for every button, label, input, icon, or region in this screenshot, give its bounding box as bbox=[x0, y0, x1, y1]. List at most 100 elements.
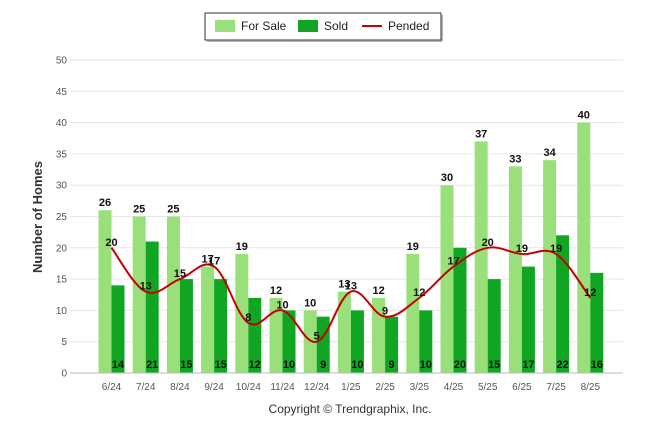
data-label-sold: 20 bbox=[454, 359, 466, 371]
data-label-sold: 10 bbox=[351, 359, 363, 371]
data-label-for-sale: 33 bbox=[509, 153, 521, 165]
data-label-sold: 9 bbox=[389, 359, 395, 371]
bar-for-sale bbox=[406, 254, 420, 373]
legend-swatch-sold[interactable] bbox=[298, 20, 318, 32]
bar-for-sale bbox=[235, 254, 249, 373]
y-tick-label: 0 bbox=[61, 369, 67, 380]
data-labels: 26 14 25 21 25 15 17 15 19 12 12 10 10 9 13 10 12 9 19 10 30… bbox=[99, 110, 603, 371]
legend-label-for-sale[interactable]: For Sale bbox=[241, 19, 287, 33]
bar-sold bbox=[487, 279, 501, 373]
data-label-pended: 9 bbox=[382, 306, 388, 318]
bar-for-sale bbox=[440, 185, 454, 373]
data-label-sold: 14 bbox=[112, 359, 125, 371]
bar-sold bbox=[145, 241, 159, 373]
data-label-sold: 17 bbox=[522, 359, 534, 371]
data-label-for-sale: 12 bbox=[372, 285, 384, 297]
x-tick-label: 12/24 bbox=[304, 382, 329, 393]
data-label-sold: 15 bbox=[214, 359, 226, 371]
legend-box bbox=[204, 12, 442, 41]
bar-for-sale bbox=[98, 210, 112, 373]
bar-sold bbox=[453, 247, 467, 373]
bar-for-sale bbox=[269, 297, 283, 373]
data-label-for-sale: 30 bbox=[441, 172, 453, 184]
y-tick-label: 25 bbox=[56, 212, 68, 223]
bar-for-sale bbox=[337, 291, 351, 373]
data-label-sold: 16 bbox=[591, 359, 603, 371]
bar-sold bbox=[248, 297, 262, 373]
bar-sold bbox=[214, 279, 228, 373]
bar-for-sale bbox=[508, 166, 522, 373]
data-label-pended: 15 bbox=[174, 268, 186, 280]
y-tick-label: 40 bbox=[56, 118, 68, 129]
y-tick-label: 30 bbox=[56, 181, 68, 192]
data-label-sold: 21 bbox=[146, 359, 158, 371]
bar-for-sale bbox=[577, 122, 591, 373]
x-tick-label: 5/25 bbox=[478, 382, 498, 393]
data-label-pended: 19 bbox=[550, 243, 562, 255]
bars bbox=[98, 122, 604, 373]
data-label-for-sale: 26 bbox=[99, 197, 111, 209]
data-label-pended: 20 bbox=[105, 237, 117, 249]
data-label-pended: 13 bbox=[345, 281, 357, 293]
data-label-for-sale: 12 bbox=[270, 285, 282, 297]
y-tick-label: 45 bbox=[56, 87, 68, 98]
legend-label-pended[interactable]: Pended bbox=[388, 19, 429, 33]
y-tick-label: 10 bbox=[56, 306, 68, 317]
legend-label-sold[interactable]: Sold bbox=[324, 19, 348, 33]
bar-sold bbox=[419, 310, 433, 373]
x-axis-ticks: 6/24 7/24 8/24 9/24 10/24 11/24 12/24 1/25 2/25 3… bbox=[102, 382, 601, 393]
bar-sold bbox=[350, 310, 364, 373]
data-label-pended: 10 bbox=[276, 299, 288, 311]
data-label-for-sale: 17 bbox=[201, 254, 213, 266]
x-tick-label: 7/24 bbox=[136, 382, 156, 393]
x-tick-label: 2/25 bbox=[375, 382, 395, 393]
data-label-pended: 13 bbox=[140, 281, 152, 293]
data-label-for-sale: 10 bbox=[304, 297, 316, 309]
data-label-sold: 9 bbox=[320, 359, 326, 371]
data-label-for-sale: 40 bbox=[578, 110, 590, 122]
x-tick-label: 3/25 bbox=[410, 382, 430, 393]
x-tick-label: 10/24 bbox=[236, 382, 261, 393]
bar-sold bbox=[521, 266, 535, 373]
x-tick-label: 8/25 bbox=[581, 382, 601, 393]
x-tick-label: 11/24 bbox=[270, 382, 295, 393]
data-label-for-sale: 13 bbox=[338, 279, 350, 291]
x-tick-label: 9/24 bbox=[204, 382, 224, 393]
data-label-for-sale: 19 bbox=[236, 241, 248, 253]
y-axis-ticks: 0 5 10 15 20 25 30 35 40 45 50 bbox=[56, 56, 68, 380]
data-label-for-sale: 25 bbox=[167, 204, 179, 216]
data-label-pended: 5 bbox=[314, 331, 320, 343]
legend-swatch-for-sale[interactable] bbox=[215, 20, 235, 32]
data-label-pended: 19 bbox=[516, 243, 528, 255]
data-label-sold: 15 bbox=[488, 359, 500, 371]
bar-for-sale bbox=[474, 141, 488, 373]
y-tick-label: 50 bbox=[56, 56, 68, 67]
data-label-pended: 20 bbox=[482, 237, 494, 249]
bar-sold bbox=[111, 285, 125, 373]
data-label-sold: 22 bbox=[556, 359, 568, 371]
bar-for-sale bbox=[303, 310, 317, 373]
bar-for-sale bbox=[201, 266, 215, 373]
pended-line-path bbox=[110, 246, 592, 343]
data-label-for-sale: 25 bbox=[133, 204, 145, 216]
data-label-for-sale: 34 bbox=[543, 147, 556, 159]
y-tick-label: 20 bbox=[56, 243, 68, 254]
bar-for-sale bbox=[132, 216, 146, 373]
y-tick-label: 15 bbox=[56, 275, 68, 286]
x-tick-label: 8/24 bbox=[170, 382, 190, 393]
x-tick-label: 1/25 bbox=[341, 382, 361, 393]
data-label-sold: 10 bbox=[283, 359, 295, 371]
x-tick-label: 7/25 bbox=[546, 382, 566, 393]
data-label-pended: 17 bbox=[208, 256, 220, 268]
x-tick-label: 6/24 bbox=[102, 382, 122, 393]
data-label-pended: 17 bbox=[447, 256, 459, 268]
data-label-for-sale: 19 bbox=[407, 241, 419, 253]
bar-sold bbox=[179, 279, 193, 373]
data-label-for-sale: 37 bbox=[475, 128, 487, 140]
legend: For Sale Sold Pended bbox=[204, 12, 443, 42]
bar-sold bbox=[282, 310, 296, 373]
bar-for-sale bbox=[543, 160, 557, 373]
bar-for-sale bbox=[166, 216, 180, 373]
bar-sold bbox=[385, 316, 399, 373]
